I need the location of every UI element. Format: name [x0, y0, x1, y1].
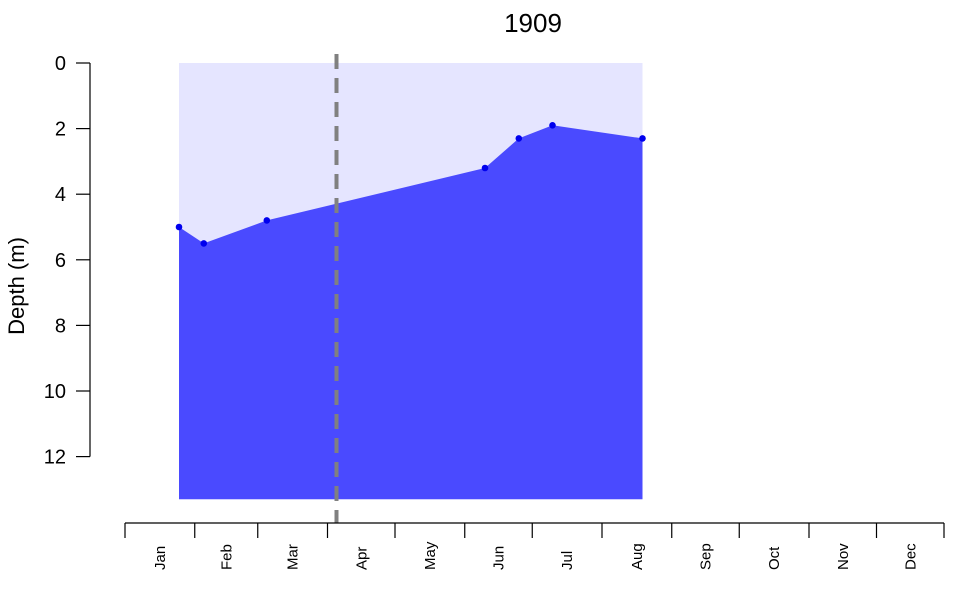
y-tick-label: 12	[44, 447, 66, 469]
x-tick-label-jan: Jan	[152, 546, 169, 570]
data-point-7	[639, 135, 646, 142]
data-point-3	[263, 217, 271, 224]
x-tick-label-dec: Dec	[902, 543, 919, 570]
chart-title: 1909	[504, 8, 562, 38]
y-tick-label: 6	[55, 250, 66, 272]
x-tick-label-jul: Jul	[559, 551, 576, 570]
data-point-5	[515, 135, 523, 142]
x-tick-label-apr: Apr	[353, 547, 370, 570]
x-tick-label-nov: Nov	[835, 543, 852, 570]
y-axis-label: Depth (m)	[4, 237, 29, 335]
x-axis: Jan Feb Mar Apr May Jun Jul Aug Sep Oct Nov Dec	[124, 522, 945, 570]
y-axis: 0 2 4 6 8 10 12	[44, 53, 91, 469]
data-point-1	[175, 223, 183, 231]
y-tick-label: 4	[55, 184, 66, 206]
x-tick-label-aug: Aug	[629, 543, 646, 570]
y-tick-label: 10	[44, 381, 66, 403]
x-tick-label-mar: Mar	[285, 544, 302, 570]
x-tick-label-feb: Feb	[218, 544, 235, 570]
y-tick-label: 8	[55, 315, 66, 337]
data-point-4	[481, 164, 489, 172]
y-tick-label: 2	[55, 119, 66, 141]
x-tick-label-sep: Sep	[698, 543, 715, 570]
x-tick-label-oct: Oct	[766, 546, 783, 570]
data-point-6	[549, 122, 556, 129]
data-points-group	[175, 122, 646, 247]
x-tick-label-may: May	[422, 541, 439, 570]
depth-area	[179, 125, 643, 500]
y-tick-label: 0	[55, 53, 66, 75]
area-fill-group	[179, 125, 643, 500]
data-point-2	[200, 240, 208, 247]
x-tick-label-jun: Jun	[491, 546, 508, 570]
